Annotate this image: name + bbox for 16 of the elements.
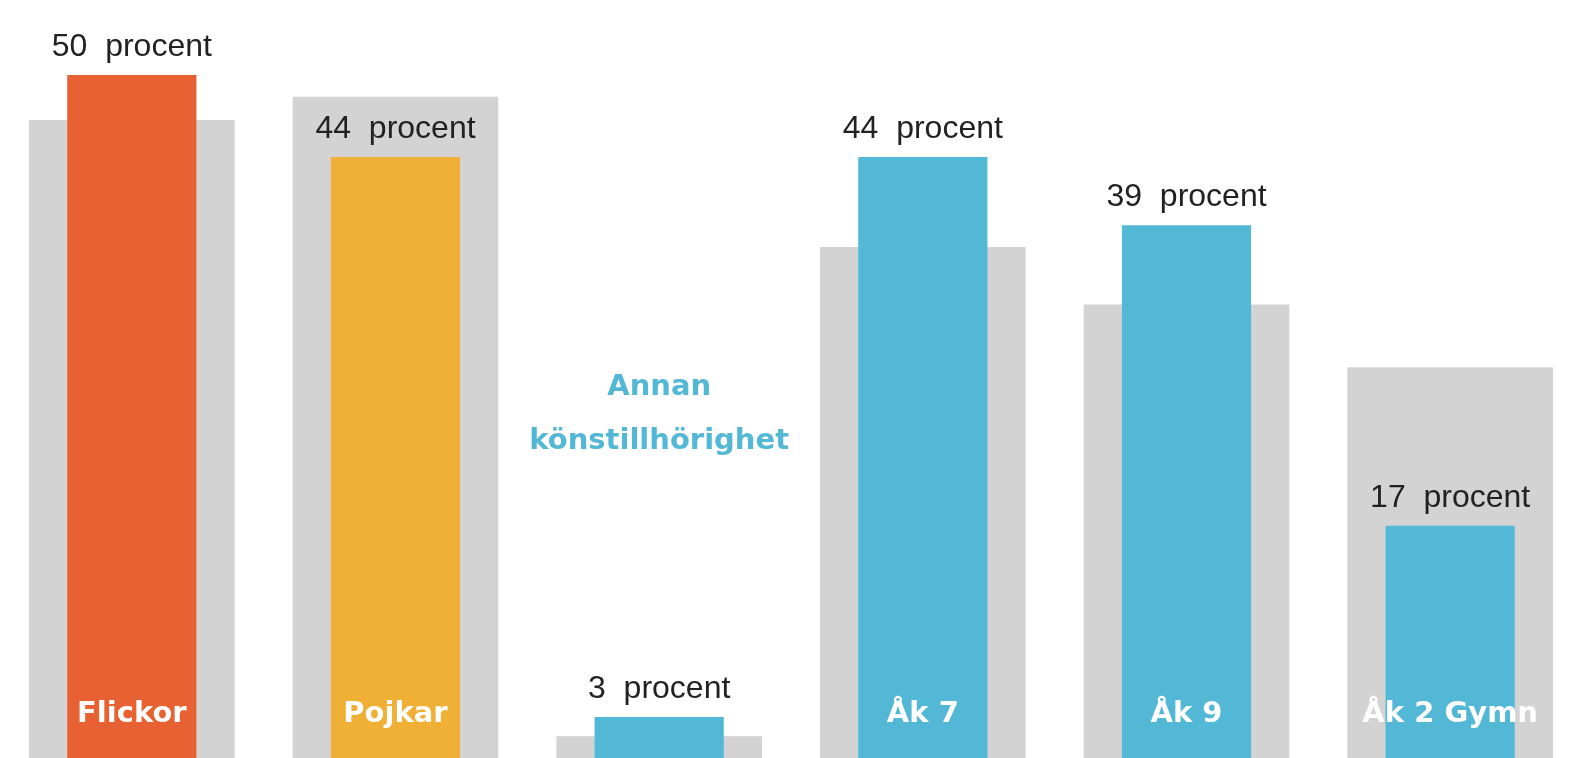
bar bbox=[858, 156, 988, 758]
x-tick-label: Pojkar bbox=[343, 694, 449, 729]
x-tick-label: Annan könstillhörighet bbox=[529, 367, 790, 456]
bar bbox=[594, 717, 724, 758]
x-tick-label: Flickor bbox=[77, 694, 188, 729]
data-label: 44 procent bbox=[842, 108, 1003, 145]
data-label: 39 procent bbox=[1106, 177, 1267, 214]
bar bbox=[67, 75, 197, 758]
bar bbox=[1121, 225, 1252, 758]
x-tick-label: Åk 9 bbox=[1150, 694, 1223, 729]
bar bbox=[330, 156, 461, 758]
x-tick-label: Åk 7 bbox=[886, 694, 959, 729]
data-label: 17 procent bbox=[1370, 477, 1531, 514]
data-label: 44 procent bbox=[315, 108, 476, 145]
data-label: 3 procent bbox=[588, 668, 731, 705]
data-label: 50 procent bbox=[51, 26, 212, 63]
